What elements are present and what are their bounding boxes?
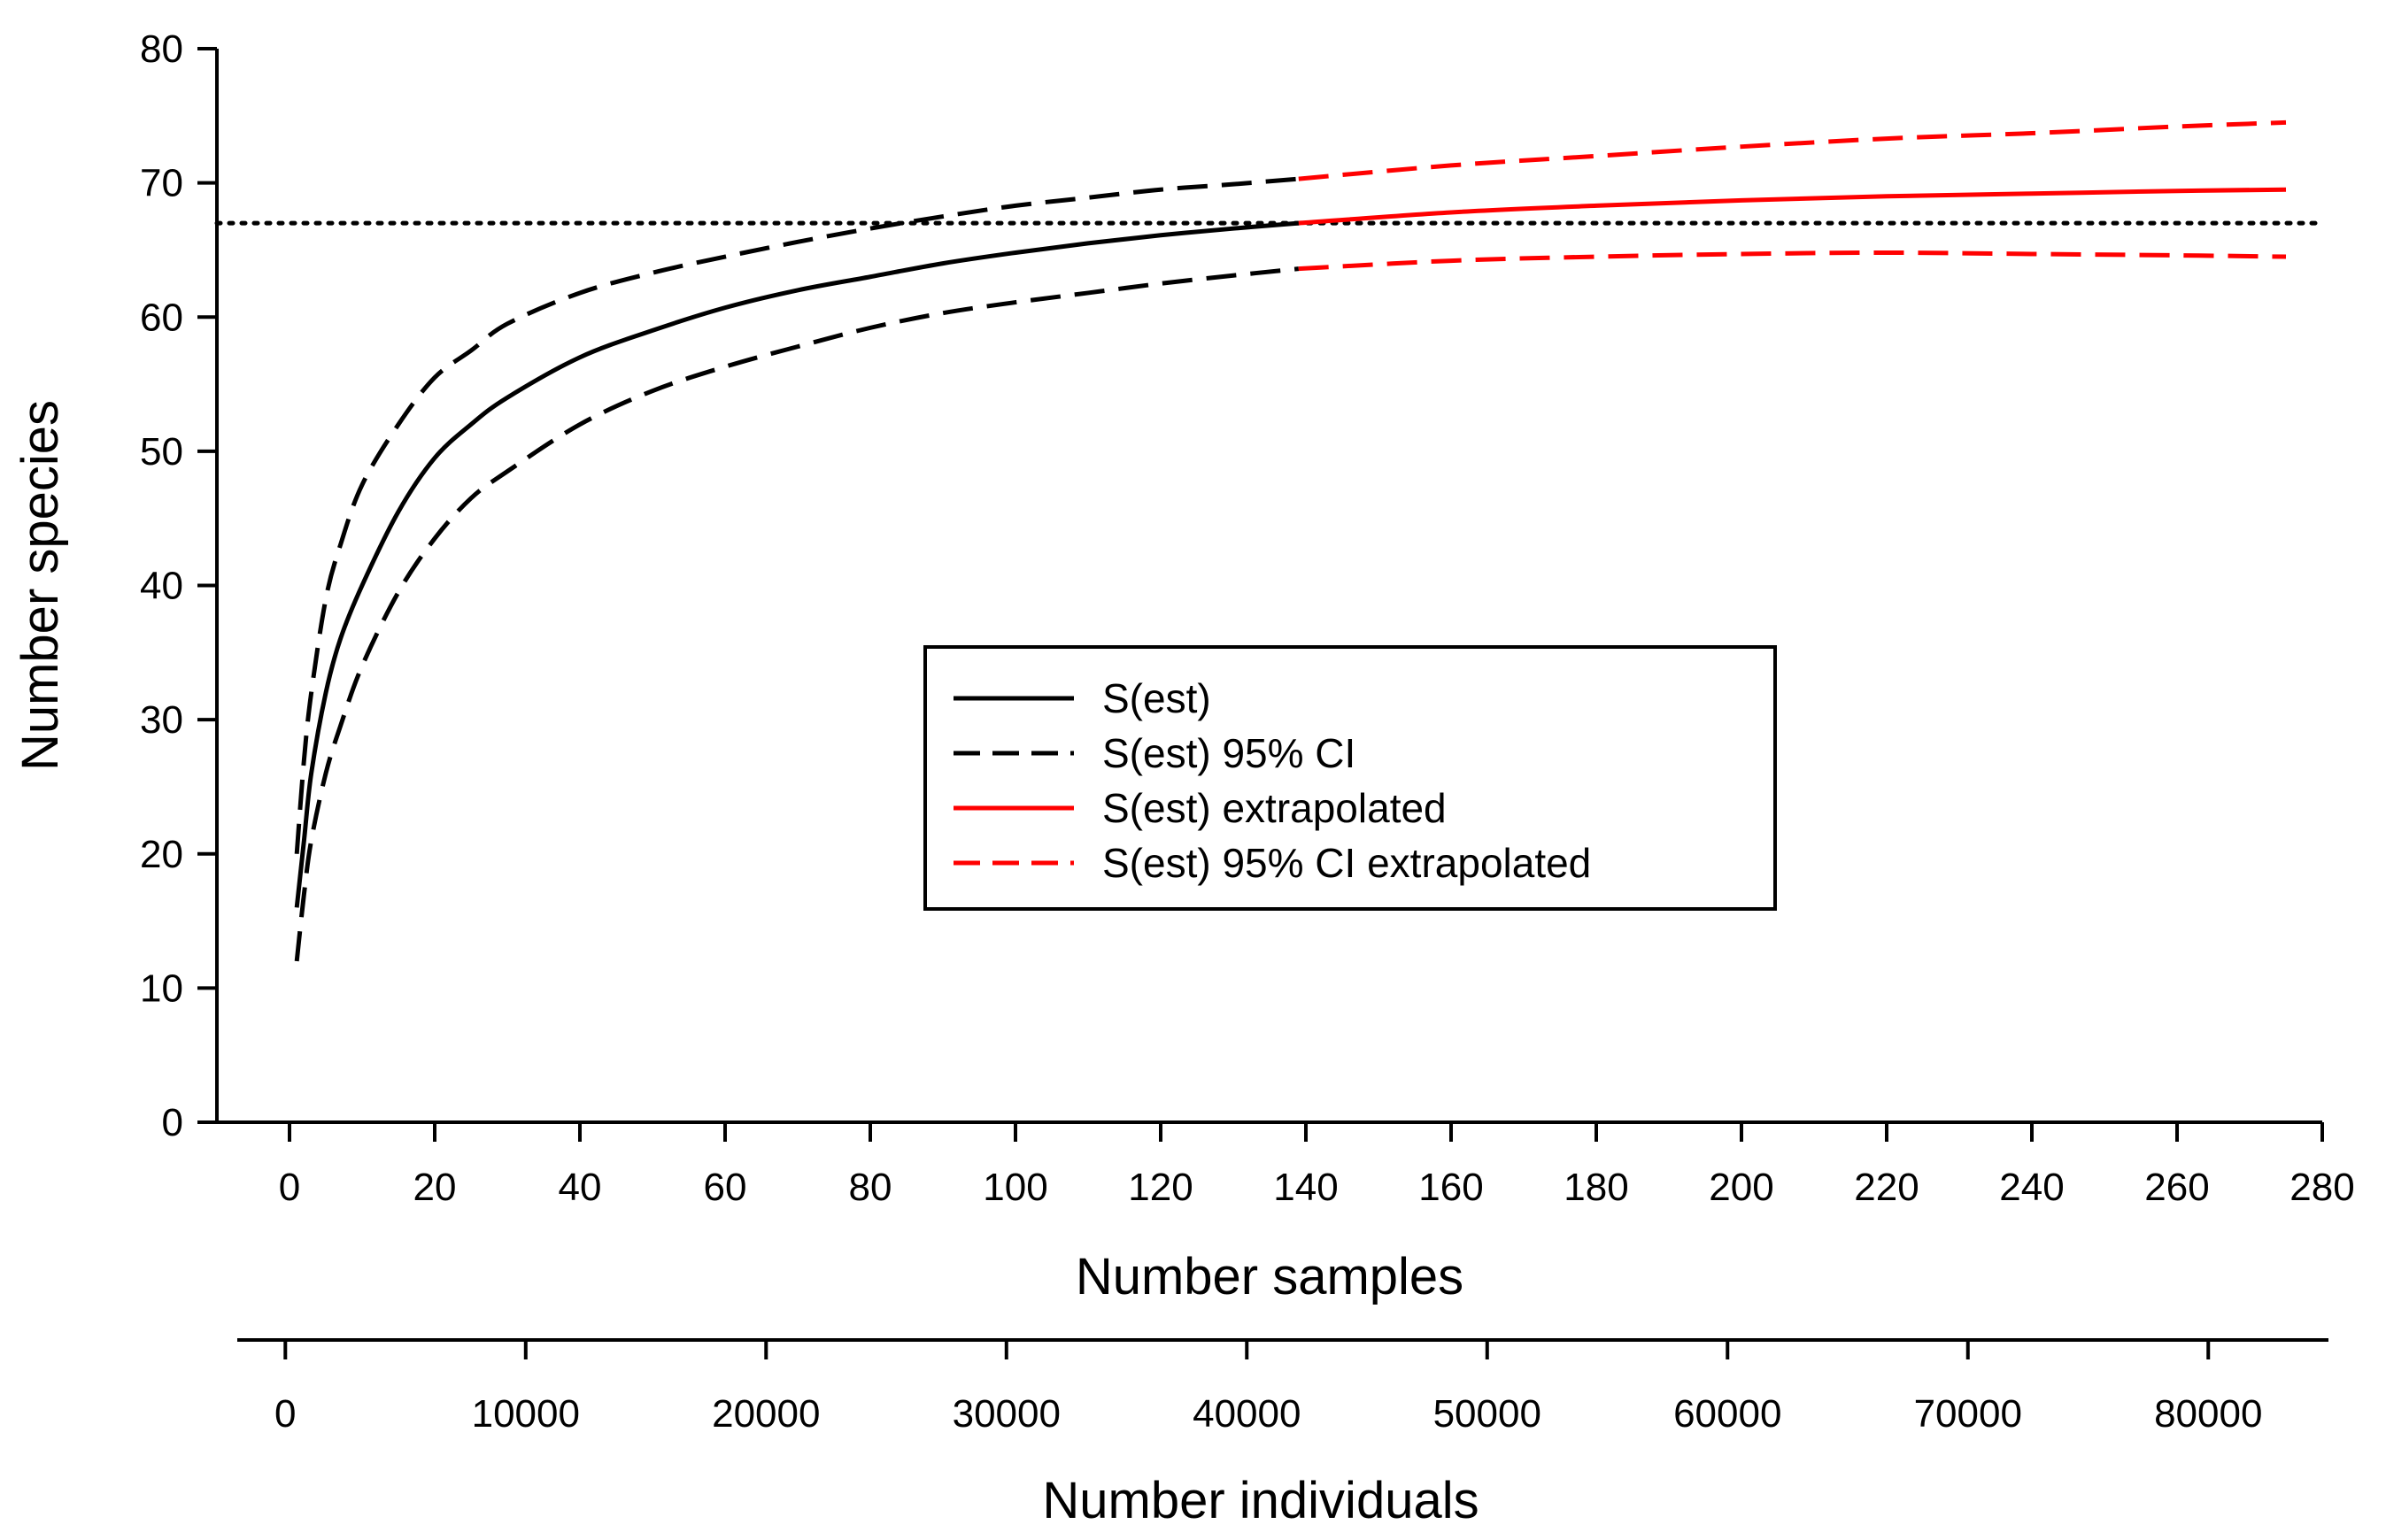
x-tick-label: 140 <box>1273 1166 1338 1209</box>
legend-box <box>923 645 1777 911</box>
secondary-x-tick-label: 40000 <box>1193 1392 1301 1436</box>
secondary-x-tick-label: 30000 <box>953 1392 1061 1436</box>
secondary-x-tick-label: 20000 <box>712 1392 820 1436</box>
x-tick-label: 0 <box>279 1166 300 1209</box>
x-tick-label: 40 <box>559 1166 602 1209</box>
series-s-est-95-ci-upper <box>294 176 1300 854</box>
x-tick-label: 260 <box>2144 1166 2209 1209</box>
series-s-est-95-ci-extrapolated-lower <box>1298 250 2287 272</box>
secondary-x-axis-title: Number individuals <box>1042 1472 1479 1529</box>
legend-label-s-est-95-ci: S(est) 95% CI <box>1102 730 1355 776</box>
x-tick-label: 60 <box>704 1166 747 1209</box>
y-tick-label: 10 <box>140 966 183 1010</box>
y-tick-label: 20 <box>140 833 183 876</box>
x-tick-label: 80 <box>849 1166 892 1209</box>
secondary-x-tick-label: 60000 <box>1673 1392 1781 1436</box>
y-tick-label: 0 <box>162 1101 183 1144</box>
x-tick-label: 280 <box>2289 1166 2354 1209</box>
x-tick-label: 240 <box>1999 1166 2064 1209</box>
y-tick-label: 30 <box>140 698 183 742</box>
y-axis-title: Number species <box>12 400 69 771</box>
x-tick-label: 160 <box>1418 1166 1483 1209</box>
secondary-x-tick-label: 10000 <box>472 1392 580 1436</box>
series-s-est-95-ci-extrapolated-upper <box>1298 119 2287 181</box>
legend-label-s-est-95-ci-extrapolated: S(est) 95% CI extrapolated <box>1102 840 1591 886</box>
x-axis-title: Number samples <box>1076 1248 1463 1305</box>
legend: S(est) S(est) 95% CI S(est) extrapolated S(… <box>923 645 1777 911</box>
series-s-est-extrapolated <box>1298 187 2287 226</box>
y-tick-label: 40 <box>140 565 183 608</box>
x-tick-label: 120 <box>1128 1166 1193 1209</box>
secondary-x-tick-label: 80000 <box>2154 1392 2262 1436</box>
y-tick-label: 80 <box>140 27 183 71</box>
legend-label-s-est: S(est) <box>1102 675 1211 721</box>
secondary-x-tick-label: 50000 <box>1433 1392 1541 1436</box>
legend-label-s-est-extrapolated: S(est) extrapolated <box>1102 785 1447 831</box>
secondary-x-tick-label: 70000 <box>1914 1392 2022 1436</box>
y-tick-label: 50 <box>140 430 183 474</box>
series-s-est <box>294 220 1300 908</box>
y-tick-label: 70 <box>140 162 183 205</box>
y-tick-label: 60 <box>140 296 183 339</box>
plot-area <box>214 119 2325 962</box>
x-tick-label: 20 <box>413 1166 457 1209</box>
axes: 0 10 20 30 40 50 60 70 80 0 20 40 60 80 100 120 140 160 18… <box>12 27 2355 1529</box>
x-tick-label: 100 <box>983 1166 1047 1209</box>
secondary-x-tick-label: 0 <box>274 1392 296 1436</box>
x-tick-label: 200 <box>1709 1166 1773 1209</box>
x-tick-label: 220 <box>1854 1166 1919 1209</box>
series-s-est-95-ci-lower <box>294 266 1300 962</box>
x-tick-label: 180 <box>1564 1166 1628 1209</box>
